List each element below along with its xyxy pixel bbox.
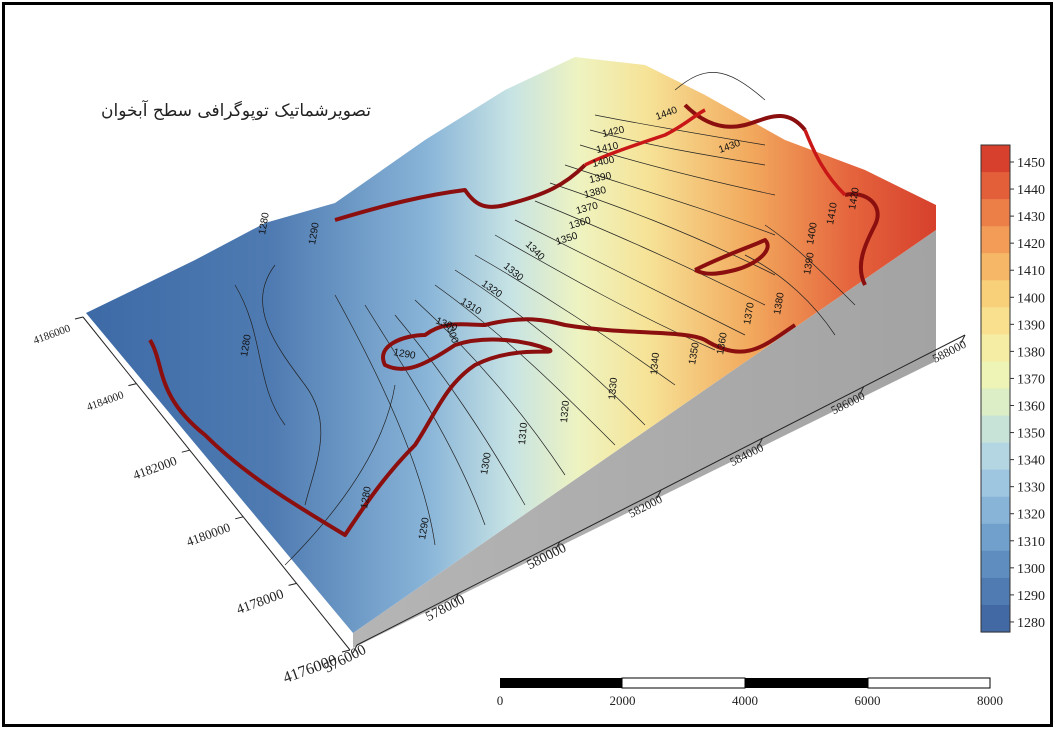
contour-value-label: 1310 — [517, 422, 530, 446]
colorbar-label: 1330 — [1017, 481, 1045, 496]
x-axis-tick — [352, 644, 358, 654]
x-axis-tick — [453, 593, 459, 602]
y-axis-tick-label: 4184000 — [85, 389, 126, 414]
x-axis-tick — [757, 438, 763, 447]
color-scale-bar — [981, 145, 1010, 633]
colorbar-swatch — [981, 496, 1010, 525]
contour-value-label: 1280 — [257, 211, 272, 235]
y-axis-tick-label: 4186000 — [32, 322, 73, 347]
y-axis-tick — [341, 649, 351, 653]
colorbar-label: 1450 — [1017, 156, 1045, 171]
colorbar-label: 1320 — [1017, 508, 1045, 523]
y-axis-tick — [128, 383, 137, 387]
terrain-surface — [86, 57, 936, 633]
y-axis-tick — [74, 316, 84, 320]
contour-value-label: 1420 — [601, 124, 625, 139]
colorbar-label: 1310 — [1017, 535, 1045, 550]
contour-value-label: 1290 — [392, 347, 416, 362]
colorbar-label: 1350 — [1017, 427, 1045, 442]
scale-bar — [500, 677, 991, 689]
colorbar-swatch — [981, 388, 1010, 417]
contour-value-label: 1380 — [583, 185, 608, 201]
colorbar-label: 1340 — [1017, 454, 1045, 469]
colorbar-label: 1370 — [1017, 372, 1045, 387]
colorbar-swatch — [981, 469, 1010, 498]
y-axis-tick — [235, 516, 244, 520]
scale-bar-label: 2000 — [610, 693, 636, 708]
contour-value-label: 1280 — [359, 485, 374, 509]
colorbar-label: 1360 — [1017, 400, 1045, 415]
x-axis-tick — [656, 489, 662, 499]
y-axis-tick-label: 4178000 — [235, 587, 286, 618]
colorbar-swatch — [981, 361, 1010, 390]
colorbar-swatch — [981, 145, 1010, 173]
colorbar-label: 1300 — [1017, 562, 1045, 577]
contour-value-label: 1380 — [772, 291, 787, 315]
colorbar-swatch — [981, 307, 1010, 335]
scale-bar-label: 8000 — [977, 693, 1003, 708]
colorbar-label: 1410 — [1017, 264, 1045, 279]
colorbar-label: 1280 — [1017, 616, 1045, 631]
x-axis-tick — [555, 541, 561, 550]
colorbar-swatch — [981, 172, 1010, 200]
contour-value-label: 1330 — [607, 377, 620, 401]
y-axis-tick — [288, 582, 297, 586]
colorbar-swatch — [981, 442, 1010, 471]
colorbar-label: 1290 — [1017, 589, 1045, 604]
contour-value-label: 1340 — [649, 352, 662, 376]
colorbar-label: 1420 — [1017, 237, 1045, 252]
colorbar-swatch — [981, 280, 1010, 308]
colorbar-swatch — [981, 199, 1010, 227]
contour-value-label: 1390 — [802, 251, 817, 275]
colorbar-border — [980, 144, 1011, 633]
contour-value-label: 1280 — [239, 333, 254, 357]
colorbar-swatch — [981, 550, 1010, 579]
contour-value-label: 1290 — [307, 221, 322, 245]
colorbar-label: 1380 — [1017, 345, 1045, 360]
contour-value-label: 1410 — [825, 201, 840, 225]
contour-value-label: 1390 — [588, 170, 612, 185]
x-axis-tick — [960, 334, 966, 344]
colorbar-label: 1430 — [1017, 210, 1045, 225]
scale-bar-label: 0 — [497, 693, 504, 708]
scale-bar-label: 4000 — [732, 693, 758, 708]
contour-value-label: 1360 — [715, 331, 730, 355]
colorbar-swatch — [981, 523, 1010, 552]
colorbar-label: 1390 — [1017, 318, 1045, 333]
colorbar-swatch — [981, 253, 1010, 281]
y-axis-tick-label: 4176000 — [281, 652, 339, 687]
terrain-side-face — [353, 230, 936, 648]
topography-map: 1440143014201410140013901380137013601350… — [32, 57, 1045, 708]
y-axis-tick-label: 4180000 — [184, 520, 232, 550]
y-axis-tick-label: 4182000 — [131, 453, 179, 483]
contour-value-label: 1400 — [591, 154, 615, 169]
scale-bar-labels: 0 2000 4000 6000 8000 — [497, 693, 1003, 708]
colorbar-label: 1440 — [1017, 183, 1045, 198]
aquifer-boundary — [148, 103, 880, 537]
y-axis-tick — [181, 449, 190, 453]
contour-value-label: 1350 — [687, 341, 702, 365]
colorbar-label: 1400 — [1017, 291, 1045, 306]
contour-value-label: 1420 — [847, 186, 862, 210]
contour-value-label: 1290 — [417, 516, 432, 540]
colorbar-swatch — [981, 604, 1010, 633]
contour-value-label: 1400 — [805, 221, 820, 245]
y-axis — [82, 316, 351, 651]
colorbar-swatch — [981, 577, 1010, 606]
colorbar-swatch — [981, 226, 1010, 254]
contour-value-label: 1300 — [479, 451, 494, 475]
colorbar-swatch — [981, 415, 1010, 444]
x-axis-tick — [859, 386, 865, 395]
contour-value-label: 1370 — [742, 301, 757, 325]
contour-value-label: 1410 — [595, 140, 619, 155]
colorbar-labels: 1450 1440 1430 1420 1410 1400 1390 1380 1370 1360… — [1010, 156, 1045, 631]
contour-value-label: 1320 — [559, 400, 572, 424]
map-title: تصویرشماتیک توپوگرافی سطح آبخوان — [101, 101, 372, 121]
scale-bar-label: 6000 — [855, 693, 881, 708]
colorbar-swatch — [981, 334, 1010, 363]
